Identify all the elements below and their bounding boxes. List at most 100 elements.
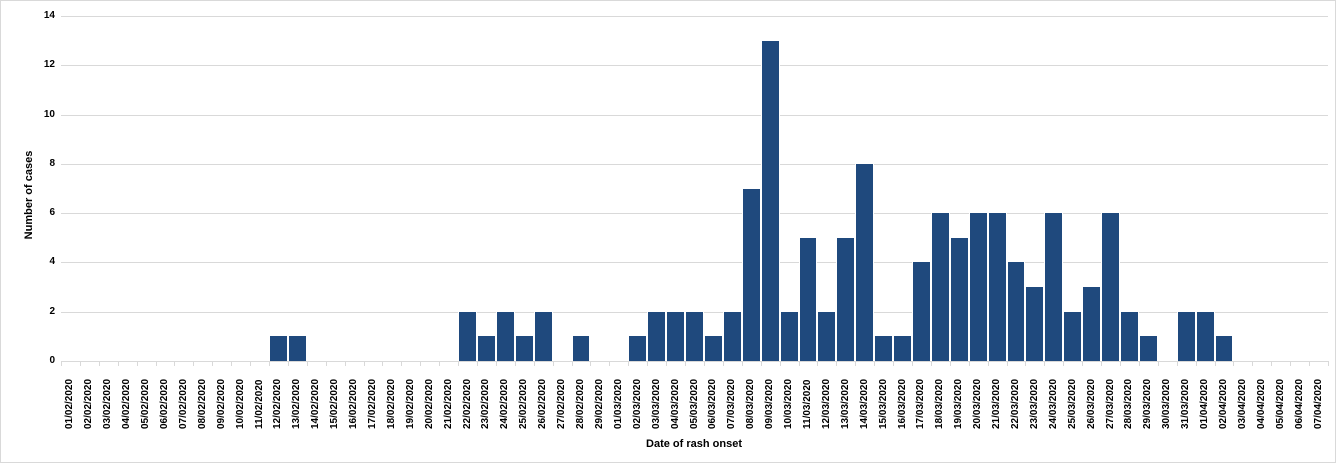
x-tick-label: 28/02/2020 — [575, 378, 587, 429]
gridline — [61, 16, 1328, 17]
bar — [1044, 213, 1064, 361]
x-tick — [685, 361, 687, 366]
x-tick — [174, 361, 176, 366]
x-tick-label: 25/02/2020 — [518, 378, 530, 429]
plot-area — [61, 16, 1328, 361]
bar — [628, 336, 648, 361]
x-tick-label: 20/02/2020 — [423, 378, 435, 429]
x-tick — [325, 361, 327, 366]
x-tick-label: 30/03/2020 — [1161, 378, 1173, 429]
bar — [1082, 287, 1102, 361]
x-tick-label: 22/03/2020 — [1009, 378, 1021, 429]
bar — [1063, 311, 1083, 361]
x-tick — [760, 361, 762, 366]
x-tick — [1195, 361, 1197, 366]
x-tick-label: 12/03/2020 — [820, 378, 832, 429]
x-tick-label: 03/04/2020 — [1236, 378, 1248, 429]
x-tick — [61, 361, 62, 366]
x-tick-label: 09/02/2020 — [215, 378, 227, 429]
x-tick — [363, 361, 365, 366]
gridline — [61, 65, 1328, 67]
x-tick-label: 06/04/2020 — [1293, 378, 1305, 429]
x-tick-label: 17/03/2020 — [915, 378, 927, 429]
x-tick — [344, 361, 346, 366]
y-tick-label: 8 — [49, 157, 55, 169]
x-tick — [703, 361, 705, 366]
bar — [269, 336, 288, 361]
x-tick-label: 14/03/2020 — [858, 378, 870, 429]
x-tick-label: 23/03/2020 — [1028, 378, 1040, 429]
x-tick-label: 28/03/2020 — [1123, 378, 1135, 429]
bar — [911, 262, 931, 361]
bar — [1138, 336, 1158, 361]
x-tick-label: 21/02/2020 — [442, 378, 454, 429]
x-tick-label: 13/03/2020 — [839, 378, 851, 429]
x-tick — [1309, 361, 1311, 366]
bar — [1176, 311, 1196, 361]
bar — [760, 40, 780, 361]
x-tick-label: 01/04/2020 — [1199, 378, 1211, 429]
x-tick — [987, 361, 989, 366]
x-tick — [287, 361, 289, 366]
y-tick-label: 10 — [43, 108, 55, 120]
x-tick-label: 19/02/2020 — [404, 378, 416, 429]
x-tick — [590, 361, 592, 366]
bar — [1025, 287, 1045, 361]
bar — [571, 336, 591, 361]
y-tick-label: 4 — [49, 256, 55, 268]
x-tick — [533, 361, 535, 366]
x-tick — [1063, 361, 1065, 366]
x-tick-label: 11/03/2020 — [801, 379, 813, 430]
x-tick — [1082, 361, 1084, 366]
x-tick-label: 13/02/2020 — [291, 378, 303, 429]
x-tick — [514, 361, 516, 366]
x-tick — [1138, 361, 1140, 366]
x-tick-label: 04/03/2020 — [669, 378, 681, 429]
x-tick — [1101, 361, 1103, 366]
x-tick — [666, 361, 668, 366]
y-tick-label: 6 — [49, 207, 55, 219]
x-tick — [79, 361, 81, 366]
x-tick-label: 07/04/2020 — [1312, 378, 1324, 429]
x-tick — [1252, 361, 1254, 366]
x-axis-title: Date of rash onset — [646, 438, 742, 450]
x-tick — [1044, 361, 1046, 366]
x-tick — [968, 361, 970, 366]
x-tick — [212, 361, 214, 366]
x-tick-label: 06/03/2020 — [707, 378, 719, 429]
x-tick — [1290, 361, 1292, 366]
bar — [874, 336, 894, 361]
bar — [968, 213, 988, 361]
x-tick — [911, 361, 913, 366]
gridline — [61, 213, 1328, 215]
bar — [533, 311, 553, 361]
x-tick — [855, 361, 857, 366]
x-tick-label: 04/02/2020 — [121, 378, 133, 429]
x-tick-label: 26/02/2020 — [537, 378, 549, 429]
x-tick-label: 02/03/2020 — [631, 378, 643, 429]
x-tick-label: 01/02/2020 — [64, 378, 76, 429]
x-tick-label: 19/03/2020 — [953, 378, 965, 429]
bar — [741, 188, 761, 361]
bar — [1006, 262, 1026, 361]
x-tick-label: 03/02/2020 — [102, 378, 114, 429]
gridline — [61, 114, 1328, 116]
bar — [817, 311, 837, 361]
x-tick-label: 05/04/2020 — [1274, 378, 1286, 429]
x-tick — [495, 361, 497, 366]
x-tick-label: 09/03/2020 — [764, 378, 776, 429]
bar — [779, 311, 799, 361]
x-tick-label: 11/02/2020 — [253, 379, 265, 430]
y-tick-label: 0 — [49, 355, 55, 366]
x-tick — [1214, 361, 1216, 366]
x-tick — [571, 361, 573, 366]
x-tick — [1271, 361, 1273, 366]
x-tick — [817, 361, 819, 366]
x-tick — [609, 361, 611, 366]
bar — [987, 213, 1007, 361]
x-tick — [836, 361, 838, 366]
x-tick — [1157, 361, 1159, 366]
x-tick-label: 16/02/2020 — [348, 378, 360, 429]
x-tick-label: 07/03/2020 — [726, 378, 738, 429]
